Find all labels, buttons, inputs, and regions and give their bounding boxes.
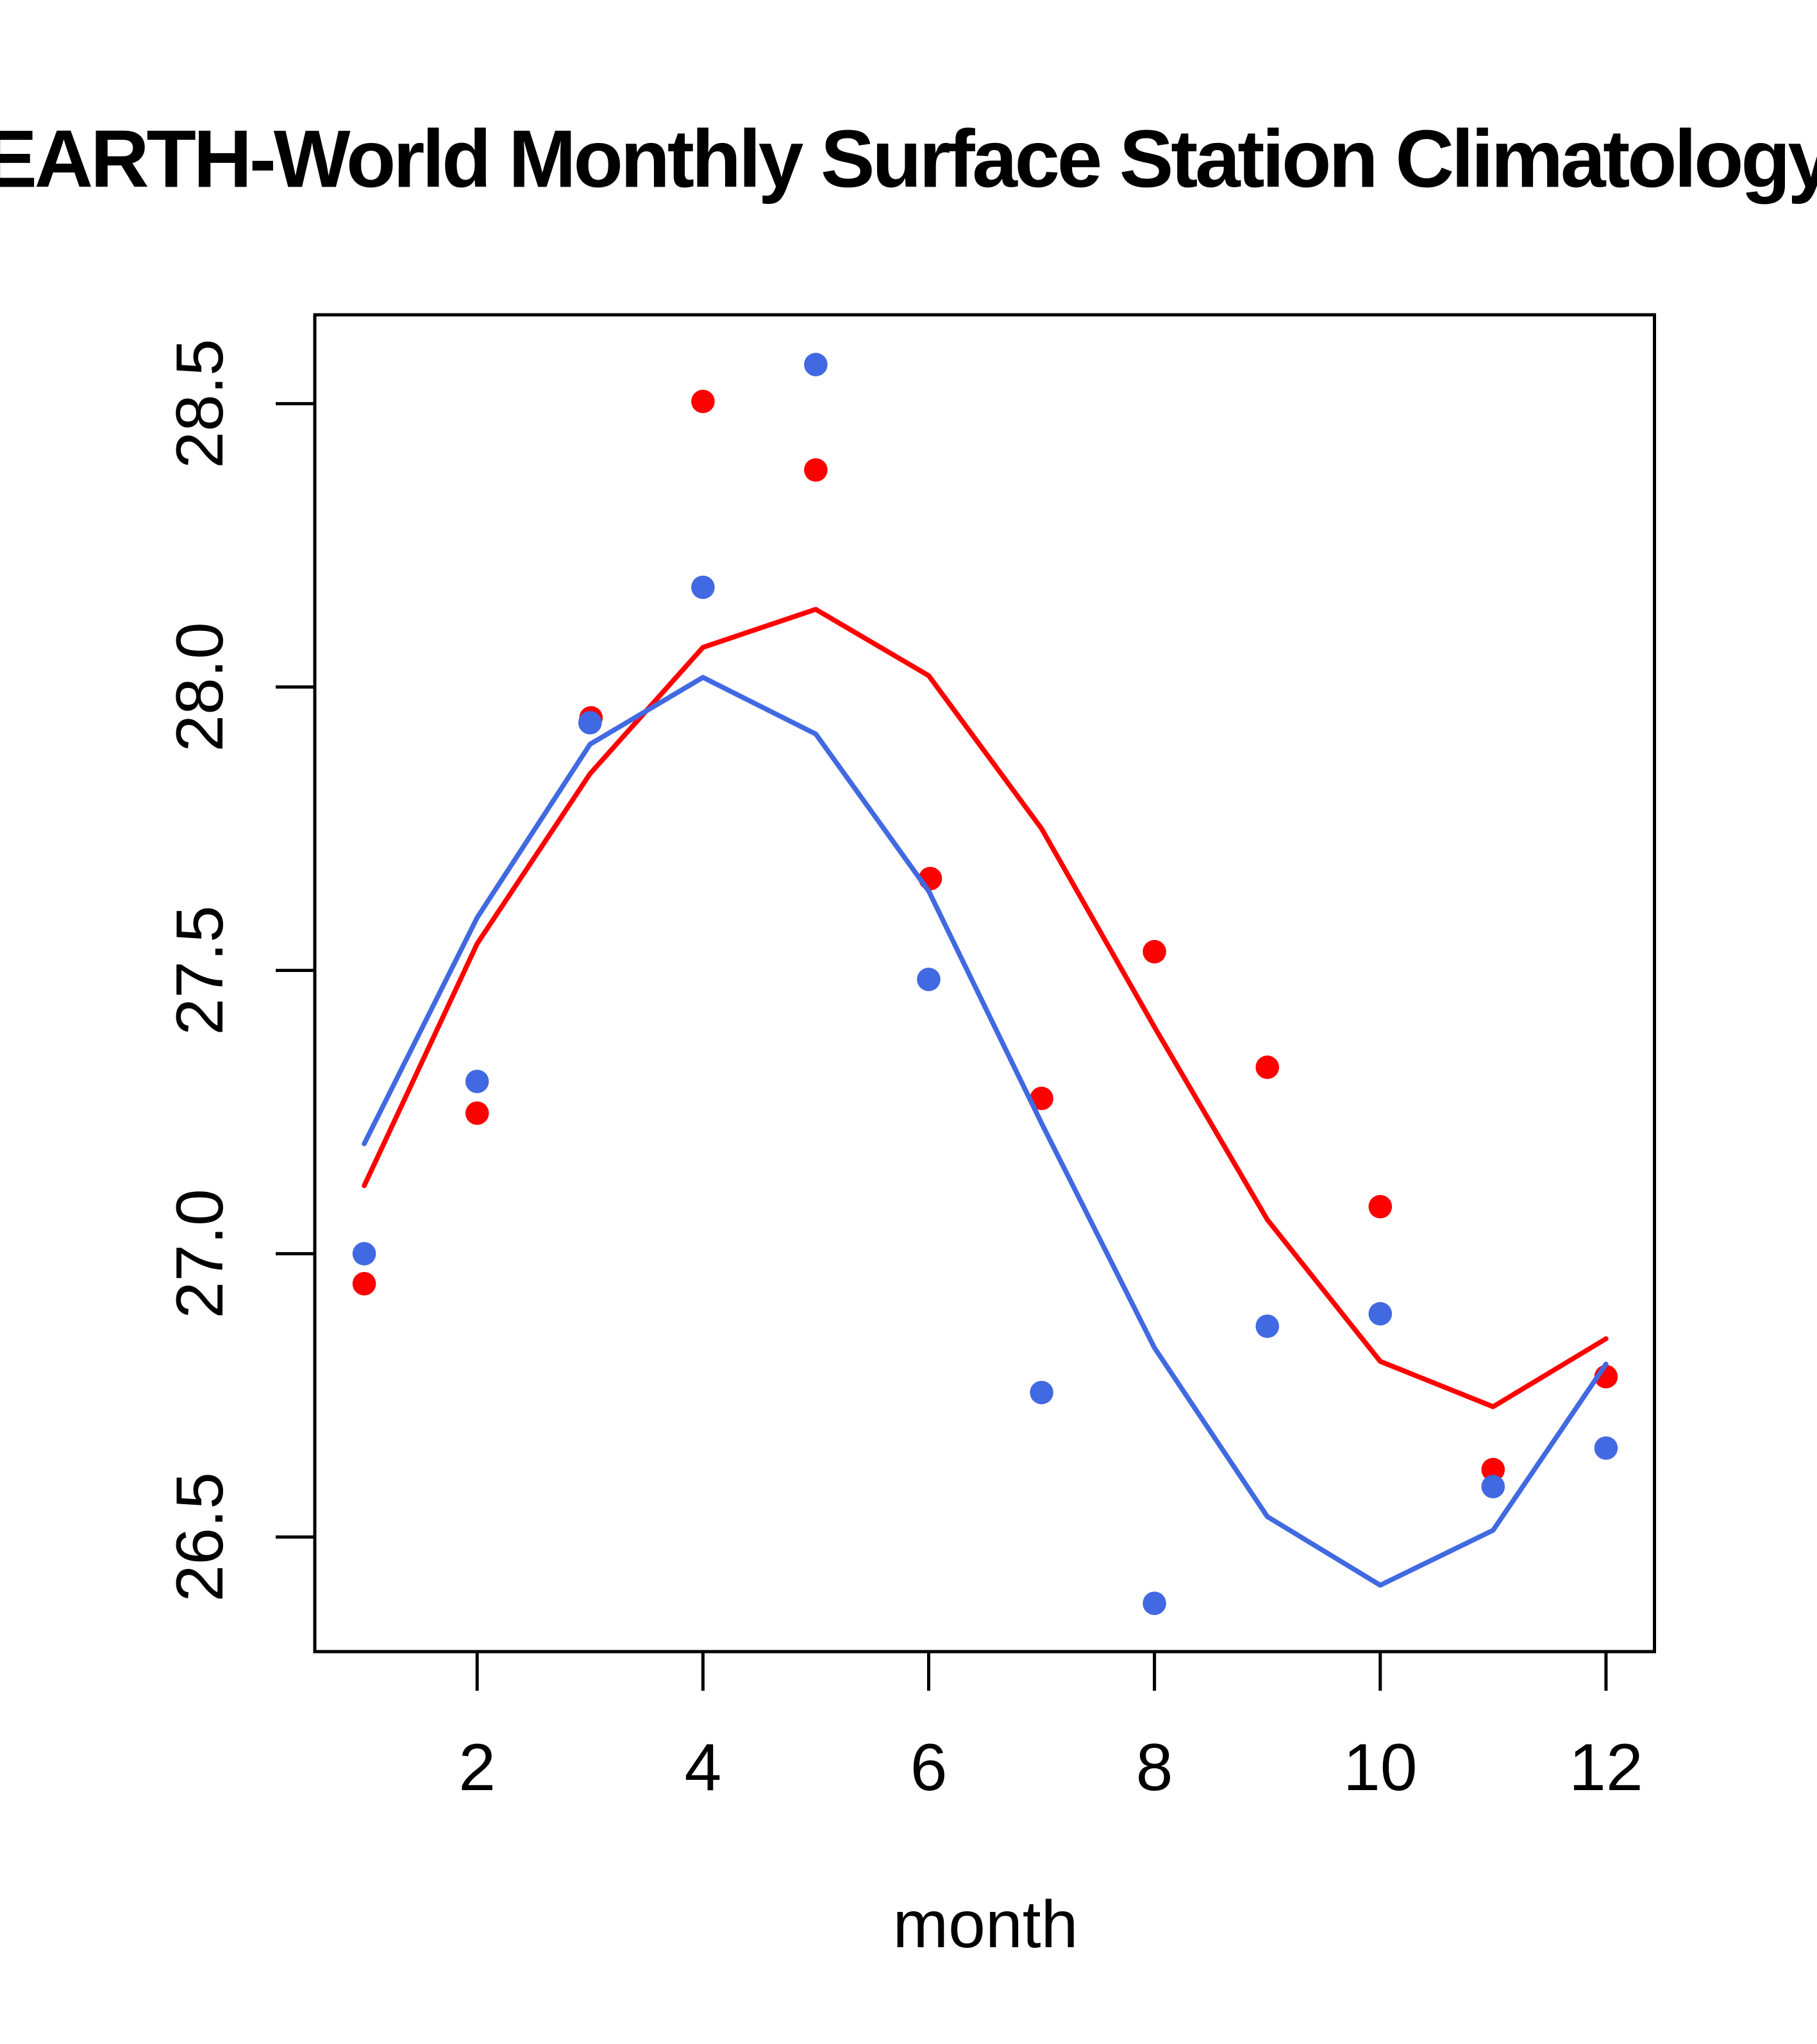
- svg-text:27.0: 27.0: [163, 1189, 237, 1318]
- svg-text:2: 2: [458, 1730, 496, 1805]
- svg-text:EARTH-World Monthly Surface St: EARTH-World Monthly Surface Station Clim…: [0, 113, 1817, 205]
- svg-text:month: month: [892, 1888, 1078, 1962]
- svg-text:28.0: 28.0: [163, 622, 237, 751]
- svg-text:8: 8: [1136, 1730, 1173, 1805]
- svg-text:26.5: 26.5: [163, 1472, 237, 1602]
- svg-text:28.5: 28.5: [163, 339, 237, 468]
- svg-text:6: 6: [910, 1730, 948, 1805]
- svg-text:4: 4: [684, 1730, 721, 1805]
- svg-text:27.5: 27.5: [163, 905, 237, 1035]
- svg-text:10: 10: [1343, 1730, 1418, 1805]
- svg-text:12: 12: [1569, 1730, 1643, 1805]
